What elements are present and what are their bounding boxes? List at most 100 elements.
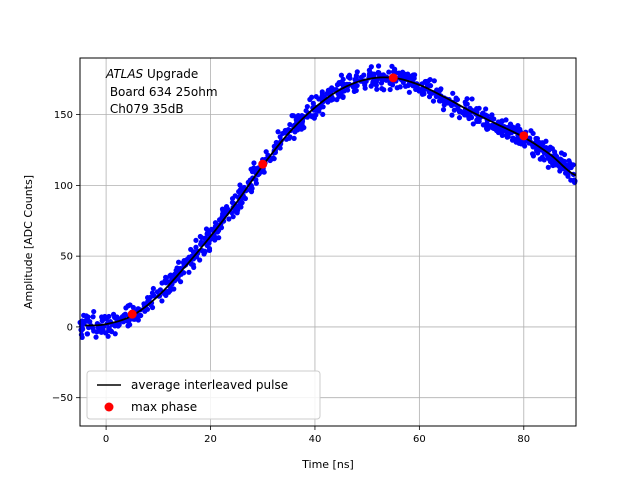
scatter-point <box>141 301 147 307</box>
scatter-point <box>98 329 104 335</box>
max-phase-layer <box>127 73 529 319</box>
scatter-point <box>197 257 203 263</box>
scatter-point <box>491 116 497 122</box>
y-tick-label: 100 <box>54 181 73 192</box>
scatter-point <box>558 150 565 156</box>
x-tick-label: 20 <box>204 434 217 445</box>
scatter-point <box>503 132 509 138</box>
scatter-point <box>423 79 429 85</box>
scatter-point <box>469 96 475 102</box>
scatter-point <box>338 72 345 78</box>
scatter-point <box>79 334 85 340</box>
scatter-point <box>301 125 307 131</box>
scatter-point <box>154 289 161 295</box>
scatter-point <box>379 85 385 92</box>
annotation-upgrade: Upgrade <box>143 67 198 81</box>
legend: average interleaved pulse max phase <box>86 370 321 420</box>
scatter-point <box>289 113 295 119</box>
legend-label-max-phase: max phase <box>131 400 197 414</box>
scatter-point <box>163 292 169 298</box>
scatter-point <box>353 87 359 94</box>
x-tick-label: 80 <box>517 434 530 445</box>
scatter-point <box>470 121 476 127</box>
max-phase-point <box>388 73 398 83</box>
scatter-point <box>515 123 521 129</box>
x-tick-label: 40 <box>309 434 322 445</box>
y-tick-label: 50 <box>60 252 73 263</box>
scatter-point <box>368 83 374 89</box>
scatter-point <box>567 160 573 166</box>
scatter-point <box>464 101 470 107</box>
scatter-point <box>188 246 194 253</box>
scatter-point <box>287 121 293 128</box>
scatter-point <box>198 234 205 241</box>
scatter-point <box>326 87 333 93</box>
scatter-point <box>175 259 182 265</box>
scatter-point <box>215 228 222 234</box>
y-tick-label: 150 <box>54 110 73 121</box>
scatter-point <box>303 108 309 114</box>
scatter-point <box>316 96 322 102</box>
scatter-point <box>552 151 558 157</box>
scatter-point <box>216 217 223 223</box>
scatter-point <box>533 135 539 142</box>
scatter-point <box>389 82 396 88</box>
scatter-point <box>190 262 196 268</box>
scatter-point <box>495 126 501 132</box>
scatter-point <box>440 107 447 113</box>
scatter-point <box>136 312 142 318</box>
scatter-point <box>354 69 360 75</box>
scatter-point <box>375 63 382 69</box>
scatter-point <box>366 67 372 73</box>
scatter-point <box>539 154 545 160</box>
scatter-point <box>387 86 393 93</box>
scatter-point <box>292 129 298 135</box>
ticks: 0 20 40 60 80 −50 0 50 100 150 <box>52 110 530 445</box>
scatter-point <box>295 115 301 122</box>
scatter-point <box>466 115 472 122</box>
annotation-line-2: Board 634 25ohm <box>106 85 218 99</box>
scatter-point <box>410 76 416 82</box>
scatter-point <box>212 220 219 226</box>
scatter-point <box>275 129 281 135</box>
scatter-point <box>535 150 541 156</box>
legend-box <box>86 370 321 420</box>
scatter-point <box>116 322 122 328</box>
scatter-point <box>474 118 480 125</box>
scatter-point <box>336 80 342 86</box>
scatter-point <box>259 169 265 175</box>
scatter-point <box>219 206 226 212</box>
scatter-point <box>112 331 118 337</box>
scatter-point <box>85 318 91 324</box>
y-tick-label: 0 <box>67 322 73 333</box>
scatter-point <box>230 214 236 220</box>
scatter-point <box>172 271 178 277</box>
scatter-point <box>81 312 87 318</box>
scatter-point <box>135 317 141 323</box>
scatter-point <box>431 78 437 84</box>
scatter-point <box>106 325 112 331</box>
scatter-point <box>453 96 459 102</box>
scatter-point <box>340 76 346 83</box>
scatter-point <box>445 100 451 106</box>
scatter-point <box>168 272 174 278</box>
scatter-point <box>547 144 553 150</box>
scatter-point <box>413 86 419 92</box>
scatter-point <box>341 88 347 94</box>
scatter-point <box>529 151 536 157</box>
scatter-point <box>163 274 169 280</box>
scatter-point <box>103 316 110 322</box>
scatter-point <box>406 89 412 95</box>
scatter-point <box>91 308 97 315</box>
scatter-point <box>372 79 378 85</box>
scatter-point <box>319 91 326 97</box>
scatter-point <box>313 112 319 118</box>
scatter-point <box>291 135 297 141</box>
legend-dot-swatch <box>104 402 114 412</box>
scatter-point <box>358 74 364 80</box>
scatter-point <box>511 136 517 142</box>
annotation-line-1: ATLAS Upgrade <box>105 67 198 81</box>
scatter-point <box>462 112 468 118</box>
scatter-point <box>434 87 440 93</box>
x-tick-label: 0 <box>103 434 109 445</box>
